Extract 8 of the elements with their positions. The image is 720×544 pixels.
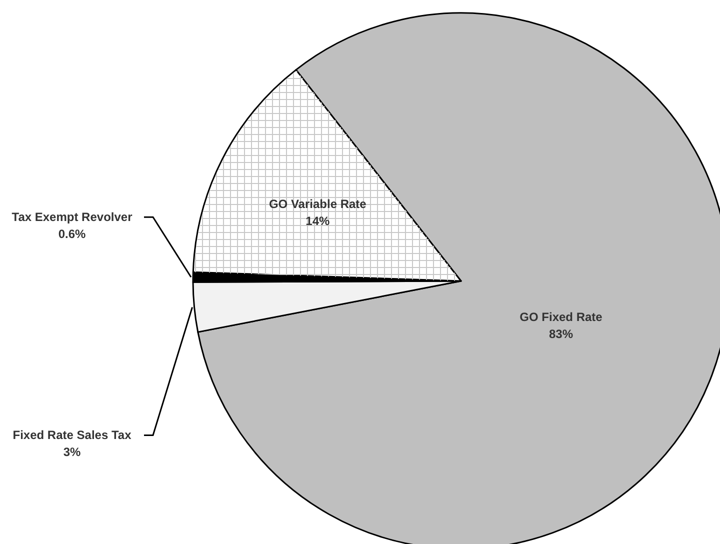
data-label: 83% — [548, 327, 574, 341]
data-label: 14% — [306, 214, 330, 228]
data-label: 3% — [63, 445, 81, 460]
slice-label: GO Fixed Rate — [520, 310, 603, 324]
slice-label: Fixed Rate Sales Tax — [12, 428, 132, 442]
slice-label: Tax Exempt Revolver — [12, 210, 133, 224]
slice-label: GO Variable Rate — [268, 197, 367, 212]
data-label: 0.6% — [58, 227, 86, 242]
